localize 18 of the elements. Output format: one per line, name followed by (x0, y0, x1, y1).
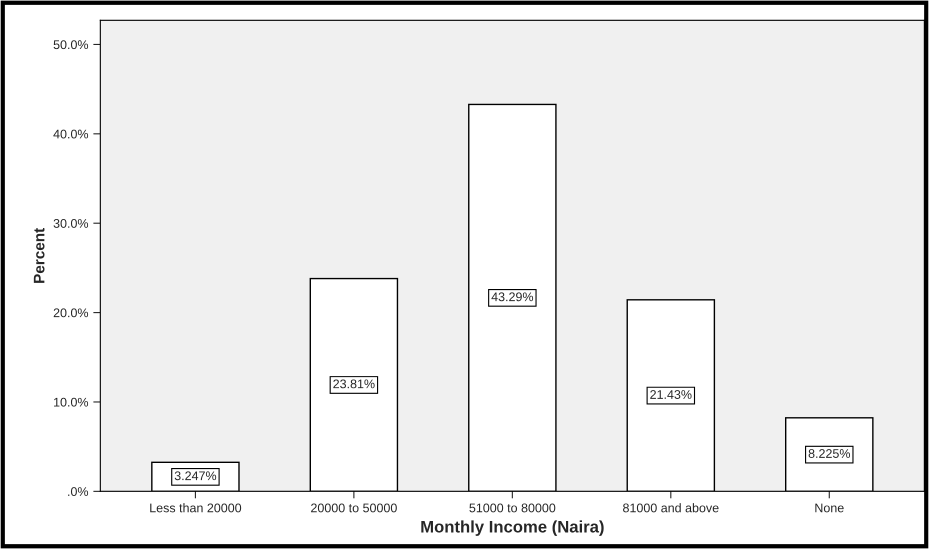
x-tick-label: 20000 to 50000 (311, 503, 397, 512)
data-label: 8.225% (808, 449, 850, 458)
x-tick-label: None (815, 504, 844, 512)
data-label: 23.81% (333, 379, 375, 388)
data-label: 43.29% (491, 292, 534, 302)
y-tick-label: 40.0% (53, 130, 88, 138)
data-label: 21.43% (650, 390, 692, 399)
y-tick-label: 30.0% (54, 219, 88, 228)
x-tick-label: Less than 20000 (150, 503, 242, 512)
y-tick-label: 10.0% (54, 398, 88, 407)
y-tick-label: .0% (68, 487, 88, 496)
y-axis-title: Percent (34, 228, 45, 283)
x-tick-label: 51000 to 80000 (469, 503, 556, 512)
x-tick-label: 81000 and above (623, 503, 719, 512)
y-tick-label: 20.0% (54, 308, 88, 318)
x-axis-title: Monthly Income (Naira) (421, 520, 604, 536)
data-label: 3.247% (174, 471, 216, 480)
y-tick-label: 50.0% (54, 40, 88, 50)
